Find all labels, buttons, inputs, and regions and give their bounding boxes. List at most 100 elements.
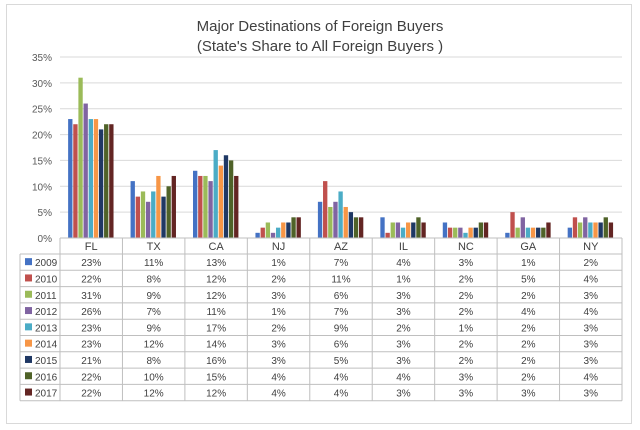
x-category-label: TX: [147, 241, 162, 253]
data-label: 2%: [459, 356, 474, 367]
bar: [213, 150, 218, 238]
data-label: 5%: [334, 356, 349, 367]
data-label: 7%: [334, 258, 349, 269]
data-label: 23%: [81, 340, 101, 351]
data-label: 4%: [334, 372, 349, 383]
bar: [198, 175, 203, 238]
data-label: 3%: [584, 356, 599, 367]
bar: [348, 212, 354, 238]
data-label: 2%: [271, 323, 286, 334]
bar: [416, 217, 421, 238]
legend-key: [25, 355, 32, 363]
data-label: 21%: [81, 356, 101, 367]
data-label: 2%: [459, 274, 474, 285]
bar: [88, 119, 93, 238]
data-label: 3%: [396, 356, 411, 367]
data-label: 15%: [206, 372, 226, 383]
bar: [483, 222, 489, 238]
bar: [577, 222, 583, 238]
data-label: 12%: [144, 389, 164, 400]
y-tick-label: 0%: [38, 234, 53, 245]
legend-label: 2015: [35, 356, 58, 367]
legend-key: [25, 388, 32, 396]
bar: [317, 201, 323, 238]
data-label: 4%: [584, 274, 599, 285]
bar: [406, 222, 411, 238]
data-label: 17%: [206, 323, 226, 334]
data-label: 9%: [146, 291, 161, 302]
legend-label: 2010: [35, 274, 58, 285]
data-label: 9%: [334, 323, 349, 334]
legend-label: 2017: [35, 389, 58, 400]
data-label: 2%: [521, 340, 536, 351]
bar: [281, 222, 286, 238]
data-label: 2%: [584, 258, 599, 269]
data-label: 3%: [396, 291, 411, 302]
bar: [193, 170, 198, 238]
y-tick-label: 30%: [32, 79, 52, 90]
bar: [109, 124, 114, 238]
bar: [390, 222, 395, 238]
bar: [525, 227, 531, 238]
bar: [93, 119, 99, 238]
y-tick-label: 15%: [32, 156, 52, 167]
data-label: 23%: [81, 258, 101, 269]
x-category-label: FL: [85, 241, 98, 253]
bar: [234, 175, 239, 238]
bar: [265, 222, 271, 238]
bar: [223, 155, 229, 238]
bar: [453, 227, 458, 238]
bar: [73, 124, 78, 238]
data-label: 11%: [144, 258, 163, 269]
bar: [358, 217, 364, 238]
data-label: 3%: [271, 291, 286, 302]
data-label: 10%: [144, 372, 164, 383]
bar: [104, 124, 109, 238]
bar: [478, 222, 484, 238]
bar: [541, 227, 546, 238]
data-label: 3%: [459, 389, 474, 400]
legend-key: [25, 307, 32, 315]
bar: [98, 129, 104, 238]
data-label: 4%: [271, 389, 286, 400]
bar: [218, 165, 224, 238]
data-label: 2%: [521, 291, 536, 302]
legend-key: [25, 258, 32, 266]
bar: [135, 196, 141, 238]
bar: [275, 227, 281, 238]
data-label: 12%: [206, 274, 226, 285]
data-label: 11%: [331, 274, 350, 285]
bar: [536, 227, 541, 238]
data-label: 3%: [271, 356, 286, 367]
data-label: 4%: [584, 307, 599, 318]
legend-key: [25, 339, 32, 347]
bar: [270, 232, 276, 238]
bar: [505, 232, 510, 238]
data-label: 3%: [271, 340, 286, 351]
x-category-label: NY: [583, 241, 599, 253]
data-label: 26%: [81, 307, 101, 318]
bar: [161, 196, 166, 238]
bar: [395, 222, 401, 238]
bar: [338, 191, 343, 238]
data-label: 3%: [584, 291, 599, 302]
bar: [603, 217, 608, 238]
data-label: 7%: [334, 307, 349, 318]
x-category-label: NC: [458, 241, 474, 253]
bar: [130, 181, 135, 238]
x-category-label: IL: [399, 241, 408, 253]
data-label: 22%: [81, 389, 101, 400]
bar: [333, 201, 338, 238]
legend-label: 2009: [35, 258, 58, 269]
bar: [151, 191, 156, 238]
data-label: 11%: [206, 307, 225, 318]
bar: [208, 181, 213, 238]
data-label: 2%: [459, 340, 474, 351]
data-label: 4%: [584, 372, 599, 383]
bar: [583, 217, 588, 238]
bar: [255, 232, 260, 238]
data-label: 14%: [206, 340, 226, 351]
data-label: 4%: [334, 389, 349, 400]
data-label: 12%: [206, 291, 226, 302]
bar: [380, 217, 385, 238]
